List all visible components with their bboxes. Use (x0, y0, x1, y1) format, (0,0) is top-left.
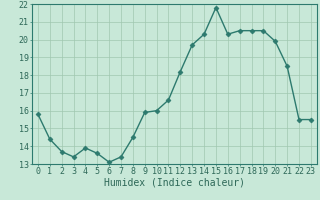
X-axis label: Humidex (Indice chaleur): Humidex (Indice chaleur) (104, 178, 245, 188)
